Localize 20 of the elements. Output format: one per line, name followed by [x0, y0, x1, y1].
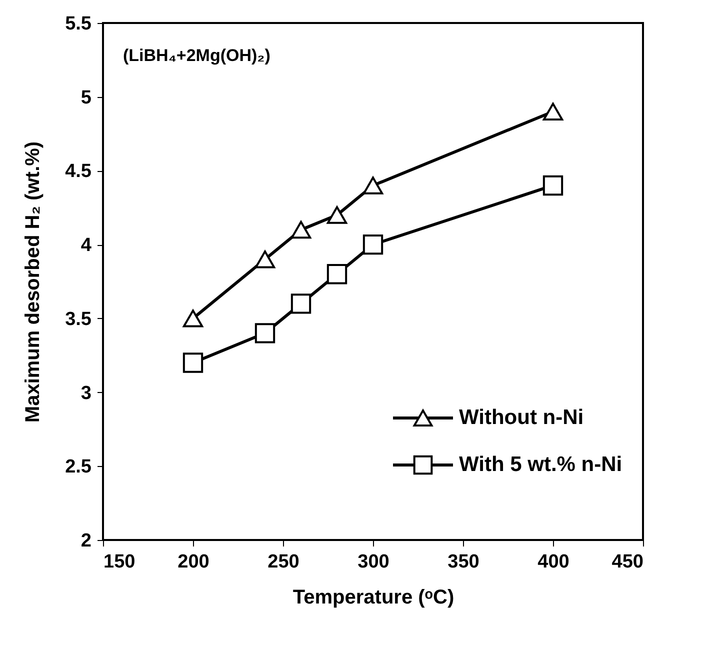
x-tick-label: 300 — [358, 552, 390, 572]
x-tick-label: 400 — [538, 552, 570, 572]
legend-label: With 5 wt.% n-Ni — [459, 453, 622, 476]
y-tick-label: 5.5 — [65, 14, 92, 34]
y-axis-title: Maximum desorbed H₂ (wt.%) — [22, 141, 44, 423]
legend-label: Without n-Ni — [459, 406, 584, 429]
y-tick-label: 2 — [80, 530, 92, 552]
x-tick-label: 350 — [448, 552, 480, 572]
annotation: (LiBH₄+2Mg(OH)₂) — [123, 46, 270, 65]
x-tick-label: 250 — [268, 552, 300, 572]
y-tick-label: 3.5 — [65, 308, 92, 330]
y-tick-label: 3 — [80, 382, 92, 404]
x-tick-label: 150 — [104, 552, 136, 572]
y-tick-label: 5 — [80, 87, 92, 108]
x-tick-label: 200 — [178, 552, 210, 572]
x-axis-title: Temperature (ᵒC) — [292, 586, 454, 608]
y-tick-label: 4.5 — [65, 161, 92, 182]
y-tick-label: 2.5 — [65, 456, 92, 478]
x-tick-label: 450 — [612, 552, 644, 572]
y-tick-label: 4 — [80, 235, 92, 256]
